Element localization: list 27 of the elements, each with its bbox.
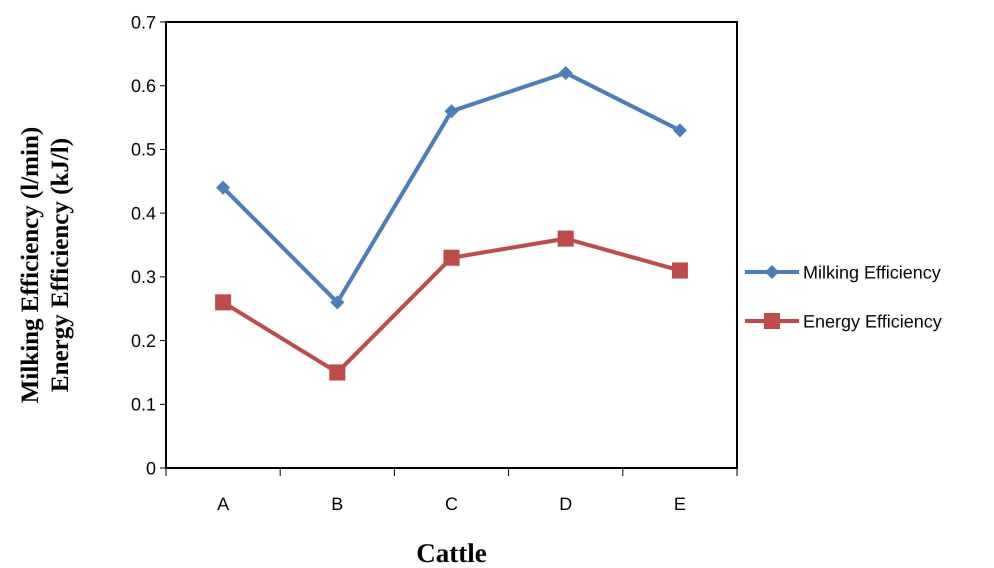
point xyxy=(216,180,230,195)
y-tick-label: 0.5 xyxy=(130,140,156,160)
point xyxy=(558,66,573,80)
x-tick-label: A xyxy=(217,494,230,514)
legend-label: Energy Efficiency xyxy=(803,311,942,332)
x-tick-label: B xyxy=(331,494,344,514)
point xyxy=(558,230,574,247)
point xyxy=(329,364,346,380)
x-tick-label: C xyxy=(445,494,458,514)
point xyxy=(444,104,458,118)
y-tick-label: 0.4 xyxy=(130,203,156,224)
legend-label: Milking Efficiency xyxy=(803,262,941,282)
point xyxy=(330,295,344,310)
x-tick-label: D xyxy=(559,494,572,514)
y-tick-label: 0.3 xyxy=(130,267,156,288)
y-tick-label: 0.6 xyxy=(130,76,156,96)
y-tick-label: 0.7 xyxy=(130,12,156,32)
y-tick-label: 0.2 xyxy=(130,330,156,351)
point xyxy=(215,294,232,310)
point xyxy=(444,250,460,266)
point xyxy=(672,262,688,278)
point xyxy=(672,123,687,138)
y-tick-label: 0 xyxy=(146,458,156,478)
y-axis-title: Milking Efficiency (l/min) Energy Efficiency (kJ/l) xyxy=(17,126,74,404)
x-tick-label: E xyxy=(674,494,686,514)
x-axis-title: Cattle xyxy=(416,538,487,568)
y-tick-label: 0.1 xyxy=(130,394,156,415)
